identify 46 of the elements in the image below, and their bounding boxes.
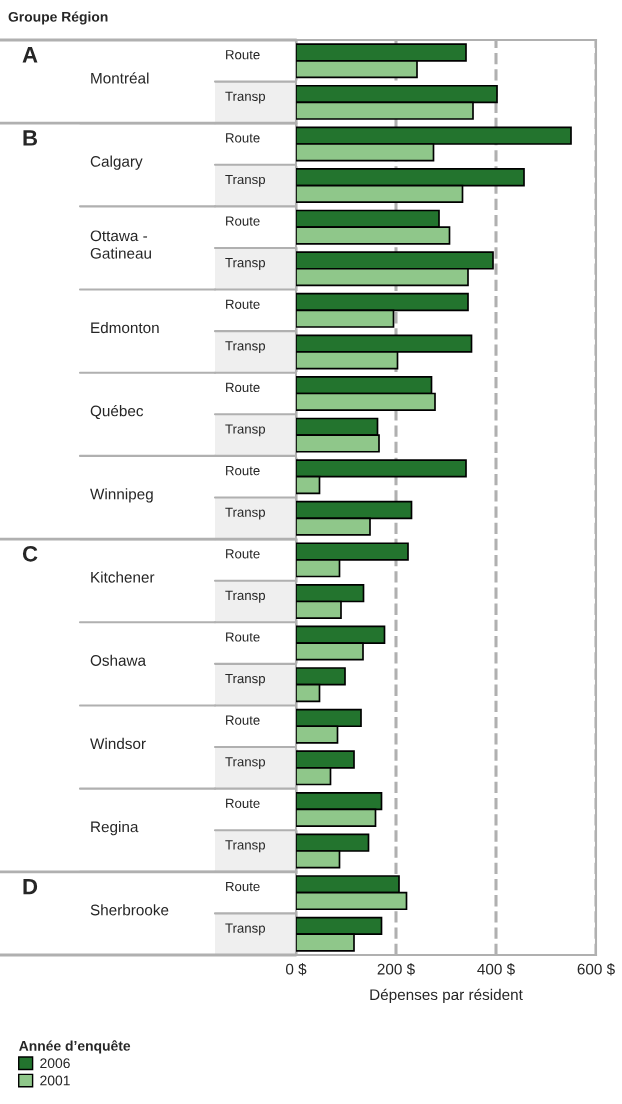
y-tick-label: Route — [226, 466, 260, 476]
y-tick-label: Transp — [225, 674, 266, 686]
text: Montréal — [91, 72, 149, 84]
text: D — [23, 878, 38, 895]
y-tick-label: Transp — [225, 923, 266, 936]
text: Windsor — [90, 737, 146, 750]
y-tick-label: Route — [226, 549, 260, 559]
y-tick-label: Transp — [225, 341, 266, 354]
text: Québec — [90, 404, 144, 420]
y-tick-label: Transp — [225, 91, 266, 104]
legend-label: 2006 — [40, 1058, 70, 1069]
y-tick-label: Transp — [225, 258, 266, 270]
text: Edmonton — [91, 321, 159, 334]
y-tick-label: Route — [226, 216, 260, 226]
legend-title: Année d’enquête — [19, 1040, 131, 1054]
x-axis-title: Dépenses par résident — [370, 988, 523, 1004]
x-tick-label: 200 $ — [377, 963, 415, 976]
text: Oshawa — [90, 654, 147, 666]
text: Winnipeg — [90, 488, 153, 503]
y-tick-label: Route — [226, 632, 260, 642]
y-tick-label: Route — [226, 133, 260, 143]
y-tick-label: Transp — [225, 590, 266, 603]
text: Regina — [91, 821, 139, 836]
y-tick-label: Route — [226, 715, 260, 725]
y-tick-label: Route — [226, 881, 260, 892]
text: B — [23, 130, 38, 146]
x-tick-label: 400 $ — [477, 963, 515, 976]
x-tick-label: 0 $ — [285, 963, 307, 976]
text: C — [22, 545, 38, 562]
text: Ottawa - Gatineau — [90, 230, 151, 259]
text: Kitchener — [91, 571, 155, 583]
y-tick-label: Route — [226, 299, 260, 309]
y-tick-label: Transp — [225, 840, 266, 853]
x-tick-label: 600 $ — [577, 963, 615, 976]
text: A — [22, 47, 38, 63]
y-tick-label: Route — [226, 798, 260, 808]
y-tick-label: Route — [226, 382, 260, 393]
text: Calgary — [90, 155, 143, 170]
y-tick-label: Transp — [225, 507, 266, 520]
text: Sherbrooke — [90, 904, 169, 916]
y-tick-label: Transp — [225, 174, 266, 187]
y-tick-label: Transp — [225, 424, 266, 437]
text: Groupe Région — [8, 11, 108, 25]
y-tick-label: Transp — [225, 757, 266, 769]
y-tick-label: Route — [226, 50, 260, 60]
legend-label: 2001 — [40, 1075, 70, 1086]
